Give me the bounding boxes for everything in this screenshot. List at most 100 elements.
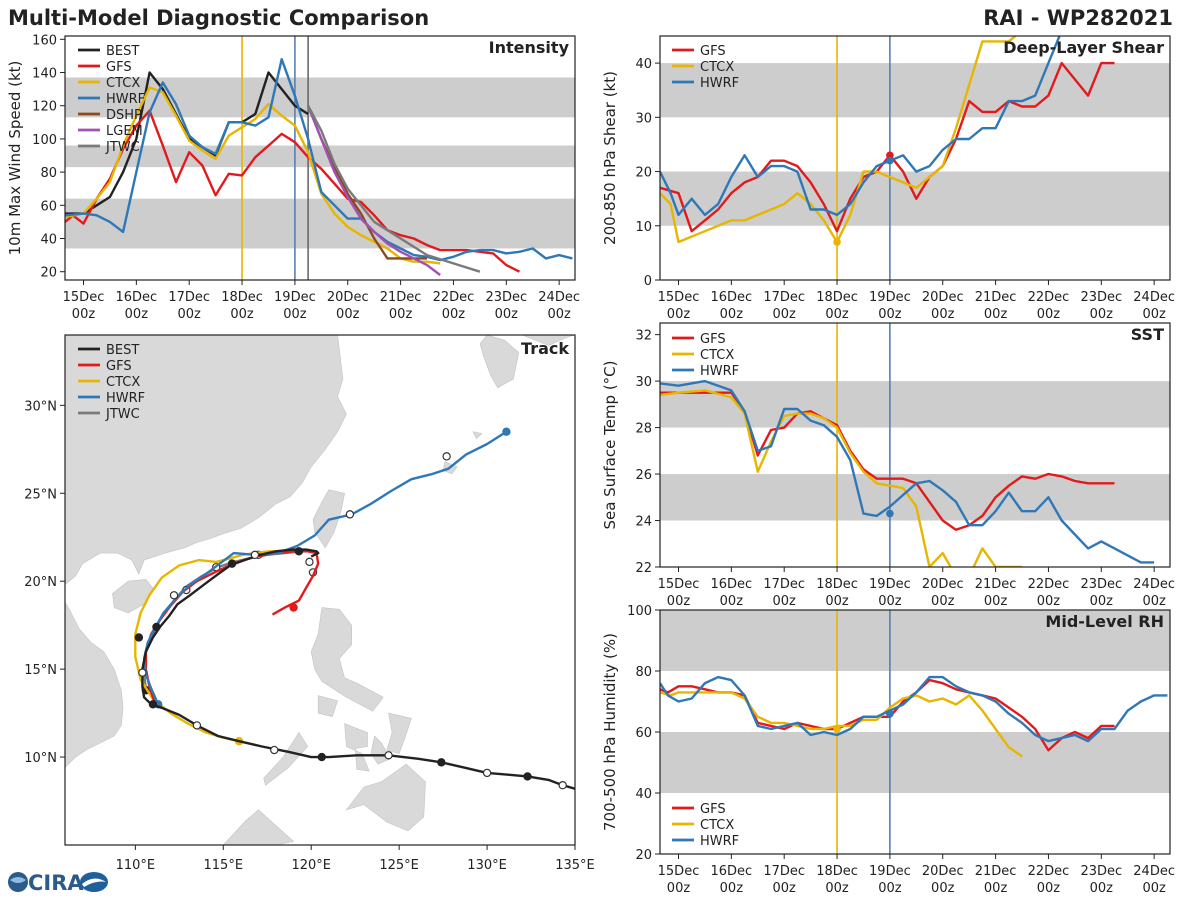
shear-xtick-label: 23Dec	[1080, 290, 1122, 305]
shear-xtick-label: 00z	[1142, 307, 1166, 322]
track-point-jtwc	[305, 557, 314, 567]
logo-text: CIRA	[28, 871, 84, 895]
land-hainan	[112, 579, 154, 614]
sst-title: SST	[1131, 325, 1164, 344]
track-ytick-label: 25°N	[24, 487, 57, 502]
sst-xtick-label: 15Dec	[658, 577, 700, 592]
track-ytick-label: 15°N	[24, 663, 57, 678]
track-xtick-label: 115°E	[204, 858, 244, 873]
track-ytick-label: 20°N	[24, 575, 57, 590]
sst-series-hwrf	[660, 379, 1155, 564]
sst-ytick-label: 22	[635, 561, 652, 576]
shear-ylabel: 200-850 hPa Shear (kt)	[601, 71, 619, 245]
sst-xtick-label: 22Dec	[1028, 577, 1070, 592]
intensity-xtick-label: 23Dec	[485, 290, 527, 305]
intensity-frame	[64, 35, 576, 281]
land-palawan	[263, 731, 309, 786]
rh-xtick-label: 00z	[931, 881, 955, 896]
rh-xtick-label: 00z	[878, 881, 902, 896]
intensity-xtick-label: 00z	[125, 307, 149, 322]
sst-series-gfs	[660, 391, 1115, 531]
shear-xtick-label: 00z	[720, 307, 744, 322]
intensity-xtick-label: 00z	[178, 307, 202, 322]
intensity-xtick-label: 00z	[389, 307, 413, 322]
rh-ytick-label: 80	[635, 665, 652, 680]
intensity-panel: 20 40 60 80 100 120 140 160 15Dec 00z 16Dec 00z 17De…	[6, 33, 580, 322]
shear-marker-gfs	[886, 151, 894, 160]
track-xtick-label: 125°E	[379, 858, 419, 873]
sst-ytick-label: 32	[635, 329, 652, 344]
rh-series-ctcx	[660, 691, 1023, 758]
shear-ytick-label: 10	[635, 220, 652, 235]
land-japan-honshu	[522, 335, 575, 346]
intensity-ytick-label: 40	[40, 233, 57, 248]
track-point-best	[152, 622, 161, 632]
rh-band-1	[660, 610, 1170, 671]
shear-series-hwrf	[660, 36, 1061, 217]
rh-xtick-label: 00z	[1142, 881, 1166, 896]
sst-band-0	[660, 474, 1170, 521]
intensity-series-gfs	[65, 109, 521, 273]
rh-xtick-label: 16Dec	[710, 864, 752, 879]
track-point-best	[384, 751, 393, 760]
land-luzon	[310, 607, 384, 712]
rh-xtick-label: 00z	[984, 881, 1008, 896]
intensity-xtick-label: 15Dec	[63, 290, 105, 305]
track-legend-label-hwrf: HWRF	[106, 391, 145, 406]
shear-xtick-label: 00z	[1037, 307, 1061, 322]
intensity-title: Intensity	[489, 38, 570, 57]
intensity-band-0	[65, 198, 575, 249]
intensity-ytick-label: 120	[32, 100, 57, 115]
shear-xtick-label: 19Dec	[869, 290, 911, 305]
sst-xtick-label: 20Dec	[922, 577, 964, 592]
sst-xtick-label: 21Dec	[975, 577, 1017, 592]
intensity-ylabel: 10m Max Wind Speed (kt)	[6, 61, 24, 256]
rh-ytick-label: 40	[635, 787, 652, 802]
sst-ytick-label: 26	[635, 468, 652, 483]
rh-xtick-label: 20Dec	[922, 864, 964, 879]
track-legend-label-best: BEST	[106, 343, 139, 358]
intensity-xtick-label: 24Dec	[538, 290, 580, 305]
shear-frame	[659, 35, 1171, 281]
shear-xtick-label: 22Dec	[1028, 290, 1070, 305]
shear-xtick-label: 00z	[667, 307, 691, 322]
intensity-xtick-label: 19Dec	[274, 290, 316, 305]
land-panay-negros	[344, 723, 370, 772]
rh-legend-label-gfs: GFS	[700, 802, 726, 817]
intensity-xtick-label: 00z	[336, 307, 360, 322]
track-point-hwrf	[345, 510, 355, 519]
rh-xtick-label: 00z	[773, 881, 797, 896]
shear-xtick-label: 00z	[773, 307, 797, 322]
shear-ytick-label: 40	[635, 57, 652, 72]
shear-xtick-label: 24Dec	[1133, 290, 1175, 305]
sst-xtick-label: 24Dec	[1133, 577, 1175, 592]
sst-ytick-label: 24	[635, 515, 652, 530]
track-point-best	[558, 781, 567, 790]
intensity-ytick-label: 100	[32, 133, 57, 148]
sst-xtick-label: 00z	[1037, 594, 1061, 609]
sst-ytick-label: 28	[635, 422, 652, 437]
track-point-best	[192, 721, 202, 730]
sst-ytick-label: 30	[635, 375, 652, 390]
shear-xtick-label: 15Dec	[658, 290, 700, 305]
shear-xtick-label: 00z	[1090, 307, 1114, 322]
sst-legend-label-hwrf: HWRF	[700, 364, 739, 379]
shear-marker-hwrf	[886, 156, 894, 165]
rh-xtick-label: 21Dec	[975, 864, 1017, 879]
intensity-series-hwrf	[65, 58, 573, 262]
rh-xtick-label: 15Dec	[658, 864, 700, 879]
land-borneo	[222, 809, 295, 845]
rh-band-0	[660, 732, 1170, 793]
rh-ylabel: 700-500 hPa Humidity (%)	[601, 633, 619, 831]
sst-xtick-label: 00z	[667, 594, 691, 609]
sst-marker-hwrf	[886, 509, 894, 518]
rh-xtick-label: 00z	[667, 881, 691, 896]
land-vietnam	[65, 584, 124, 769]
intensity-ytick-label: 20	[40, 266, 57, 281]
land-japan-kyushu	[479, 335, 520, 389]
track-title: Track	[521, 339, 569, 358]
intensity-xtick-label: 16Dec	[115, 290, 157, 305]
track-point-best	[134, 633, 144, 642]
